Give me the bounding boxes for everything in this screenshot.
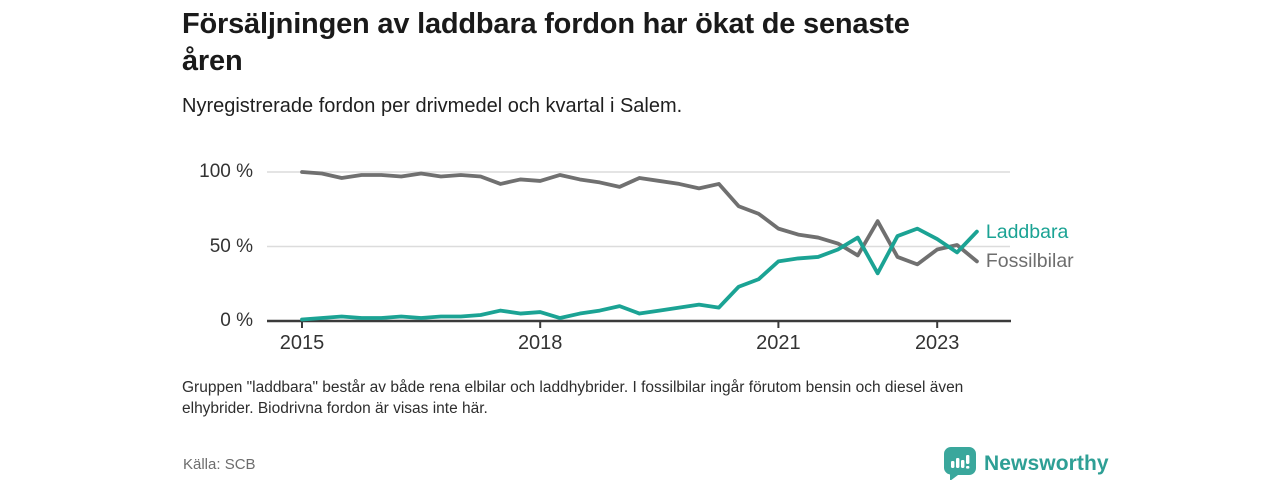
logo-bar-tall (961, 460, 965, 468)
logo-bar-short (951, 461, 955, 468)
x-axis-tick-label-2021: 2021 (756, 332, 801, 354)
y-axis-tick-label-0: 0 % (220, 310, 253, 331)
series-line-fossilbilar (300, 170, 979, 267)
x-axis-tick-label-2018: 2018 (517, 332, 563, 354)
source-credit: Källa: SCB (183, 456, 256, 473)
logo-exclaim-dot (966, 466, 970, 469)
footnote-line1: Gruppen "laddbara" består av både rena e… (182, 379, 964, 396)
series-label-laddbara: Laddbara (985, 220, 1069, 243)
newsworthy-logo-icon (944, 447, 976, 480)
chart-title: Försäljningen av laddbara fordon har öka… (182, 6, 1087, 80)
chart-title-line1: Försäljningen av laddbara fordon har öka… (182, 8, 910, 40)
y-axis-tick-label-100: 100 % (199, 161, 253, 182)
chart-footnote: Gruppen "laddbara" består av både rena e… (182, 377, 1062, 419)
series-label-fossilbilar: Fossilbilar (985, 250, 1074, 273)
newsworthy-wordmark: Newsworthy (984, 452, 1109, 475)
logo-exclaim-bar (966, 455, 970, 464)
y-axis-tick-label-50: 50 % (209, 235, 253, 257)
logo-bar-medium (956, 458, 960, 468)
chart-title-line2: åren (182, 45, 243, 77)
x-axis-tick-label-2023: 2023 (914, 332, 960, 354)
newsworthy-logo: Newsworthy (944, 447, 1109, 480)
x-axis-tick-label-2015: 2015 (279, 332, 325, 354)
chart-subtitle: Nyregistrerade fordon per drivmedel och … (182, 95, 683, 117)
footnote-line2: elhybrider. Biodrivna fordon är visas in… (182, 400, 488, 417)
logo-bubble-shape (944, 447, 976, 480)
series-line-laddbara (300, 226, 979, 322)
